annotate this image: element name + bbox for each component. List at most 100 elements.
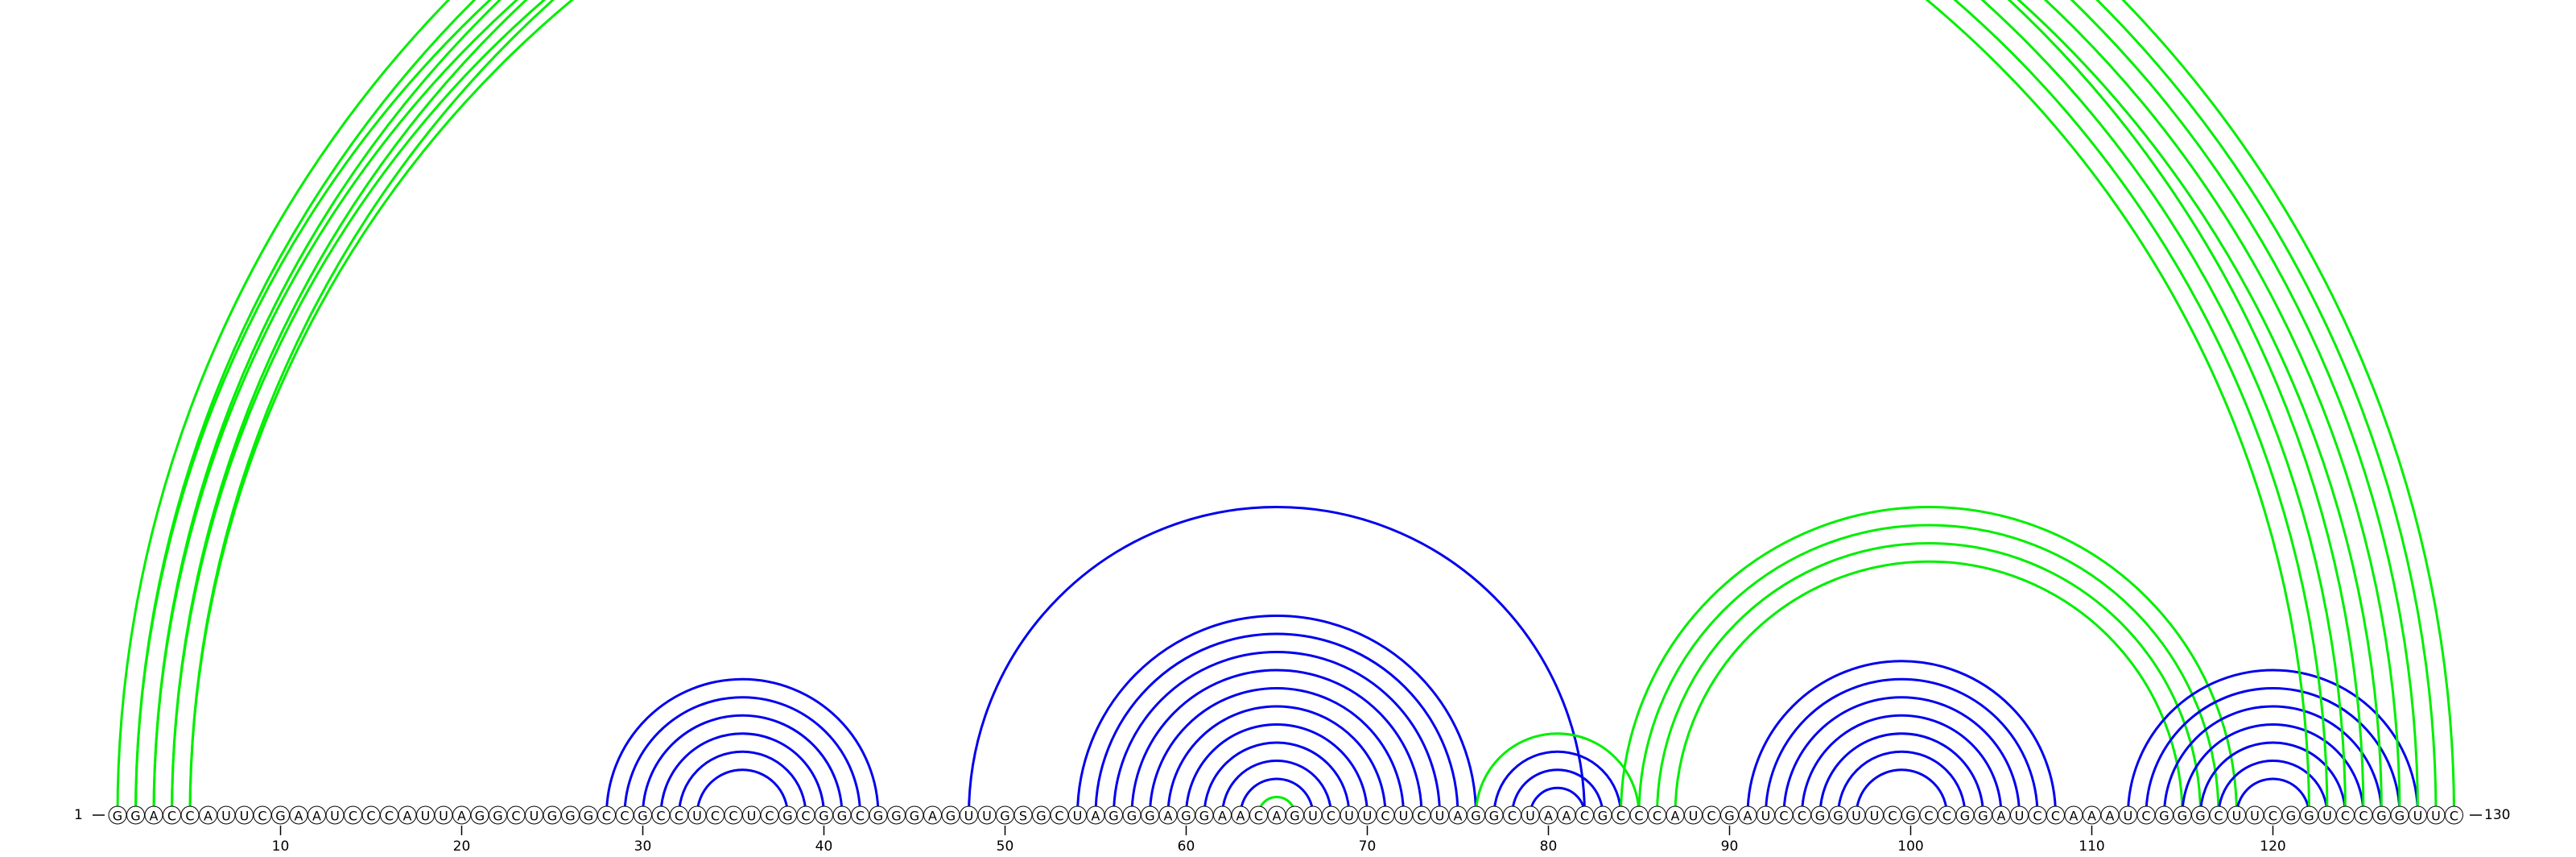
nucleotide-letter: U	[2015, 809, 2025, 824]
nucleotide-letter: U	[2413, 809, 2423, 824]
base-pair-arc-2-125	[134, 0, 2365, 816]
nucleotide-124: C	[2336, 805, 2355, 825]
nucleotide-letter: S	[1019, 809, 1027, 824]
nucleotide-letter: G	[2195, 809, 2205, 824]
nucleotide-10: G	[271, 805, 290, 825]
base-pair-arc-87-115	[1674, 560, 2184, 816]
nucleotide-letter: G	[1815, 809, 1825, 824]
nucleotide-59: A	[1158, 805, 1178, 825]
nucleotide-letter: U	[221, 809, 231, 824]
nucleotide-103: G	[1955, 805, 1975, 825]
nucleotide-96: G	[1829, 805, 1847, 825]
nucleotide-12: A	[308, 805, 326, 825]
nucleotide-letter: C	[1508, 809, 1517, 824]
nucleotide-letter: C	[1580, 809, 1589, 824]
base-pair-arc-93-106	[1782, 696, 2021, 816]
base-pair-arc-55-75	[1094, 632, 1459, 816]
arc-group-pseudoknot-1-130	[116, 0, 2455, 816]
nucleotide-11: A	[289, 805, 308, 825]
nucleotide-letter: C	[1798, 809, 1806, 824]
base-pair-arc-78-83	[1511, 768, 1604, 816]
nucleotide-letter: G	[1127, 809, 1137, 824]
nucleotide-82: C	[1575, 805, 1594, 825]
base-pair-arc-4-123	[171, 0, 2329, 816]
nucleotide-84: C	[1612, 805, 1630, 825]
base-pair-arc-5-122	[188, 0, 2310, 816]
nucleotide-62: A	[1213, 805, 1232, 825]
base-pair-arc-60-70	[1185, 723, 1368, 816]
nucleotide-letter: G	[1905, 809, 1915, 824]
tick-label-70: 70	[1359, 838, 1377, 855]
arc-group-stem-48-82	[968, 506, 1586, 816]
nucleotide-110: A	[2083, 805, 2101, 825]
tick-label-120: 120	[2260, 838, 2285, 855]
nucleotide-121: G	[2281, 805, 2301, 825]
nucleotide-letter: C	[2033, 809, 2041, 824]
nucleotide-letter: C	[1381, 809, 1389, 824]
nucleotide-letter: A	[928, 809, 937, 824]
nucleotide-letter: G	[1145, 809, 1154, 824]
end-index-label: 130	[2484, 807, 2510, 823]
nucleotide-26: G	[561, 805, 580, 825]
nucleotide-24: U	[525, 805, 543, 825]
base-pair-arc-33-38	[696, 768, 789, 816]
nucleotide-3: A	[144, 805, 163, 825]
nucleotide-letter: G	[1724, 809, 1734, 824]
base-pair-arc-56-74	[1113, 651, 1441, 816]
base-pair-arc-31-40	[659, 732, 825, 816]
nucleotide-letter: C	[1417, 809, 1426, 824]
tick-label-10: 10	[272, 838, 290, 855]
base-pair-arc-116-124	[2199, 741, 2347, 816]
nucleotide-letter: A	[2106, 809, 2115, 824]
base-pair-arc-96-103	[1837, 750, 1967, 816]
nucleotide-105: A	[1992, 805, 2011, 825]
nucleotide-122: G	[2300, 805, 2318, 825]
nucleotide-letter: U	[530, 809, 539, 824]
nucleotide-letter: U	[1344, 809, 1354, 824]
nucleotide-letter: A	[1218, 809, 1227, 824]
nucleotide-116: G	[2191, 805, 2210, 825]
base-pair-arc-1-130	[116, 0, 2455, 816]
base-pair-arc-54-76	[1076, 615, 1477, 816]
nucleotide-letter: C	[511, 809, 520, 824]
nucleotide-letter: U	[1399, 809, 1409, 824]
nucleotide-104: G	[1974, 805, 1992, 825]
nucleotide-letter: G	[1000, 809, 1009, 824]
base-pair-arc-3-124	[152, 0, 2347, 816]
nucleotide-letter: G	[1181, 809, 1191, 824]
nucleotide-letter: C	[711, 809, 720, 824]
base-pair-arc-29-42	[623, 696, 861, 816]
nucleotide-67: U	[1303, 805, 1323, 825]
arc-group-pseudoknot-2-125	[134, 0, 2365, 816]
nucleotide-letter: C	[1924, 809, 1933, 824]
nucleotide-6: A	[199, 805, 217, 825]
nucleotide-80: A	[1539, 805, 1558, 825]
nucleotide-36: U	[742, 805, 761, 825]
nucleotide-17: A	[398, 805, 417, 825]
arc-group-stem-76-85	[1475, 732, 1641, 816]
base-pair-arc-59-71	[1166, 705, 1387, 816]
nucleotide-55: A	[1086, 805, 1105, 825]
nucleotide-letter: C	[602, 809, 611, 824]
base-pair-arc-86-116	[1656, 542, 2202, 816]
nucleotide-letter: G	[584, 809, 593, 824]
nucleotide-letter: A	[2087, 809, 2096, 824]
nucleotide-107: C	[2028, 805, 2047, 825]
nucleotide-76: G	[1467, 805, 1485, 825]
nucleotide-letter: A	[403, 809, 412, 824]
nucleotide-letter: G	[1833, 809, 1843, 824]
nucleotide-20: A	[452, 805, 471, 825]
nucleotide-112: U	[2119, 805, 2137, 825]
nucleotide-letter: C	[2341, 809, 2350, 824]
nucleotide-letter: A	[1236, 809, 1245, 824]
nucleotide-46: A	[923, 805, 942, 825]
nucleotide-56: G	[1104, 805, 1123, 825]
tick-label-20: 20	[453, 838, 471, 855]
nucleotide-91: A	[1738, 805, 1757, 825]
nucleotide-9: C	[253, 805, 272, 825]
nucleotide-115: G	[2173, 805, 2192, 825]
nucleotide-letter: C	[1942, 809, 1951, 824]
nucleotide-5: C	[180, 805, 200, 825]
nucleotide-109: A	[2064, 805, 2083, 825]
nucleotide-14: C	[344, 805, 362, 825]
